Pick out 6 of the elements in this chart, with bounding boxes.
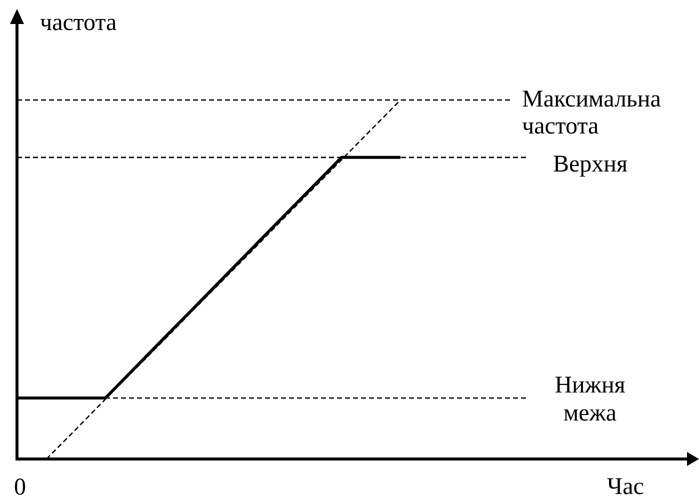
text: 0	[14, 474, 26, 497]
ref-line-label: Верхня	[553, 152, 628, 178]
ref-line-label: Нижня межа	[554, 372, 626, 426]
ref-line-label: Максимальна частота	[522, 86, 662, 140]
y-axis-title: частота	[40, 10, 117, 36]
x-axis-title: Час	[607, 474, 644, 497]
